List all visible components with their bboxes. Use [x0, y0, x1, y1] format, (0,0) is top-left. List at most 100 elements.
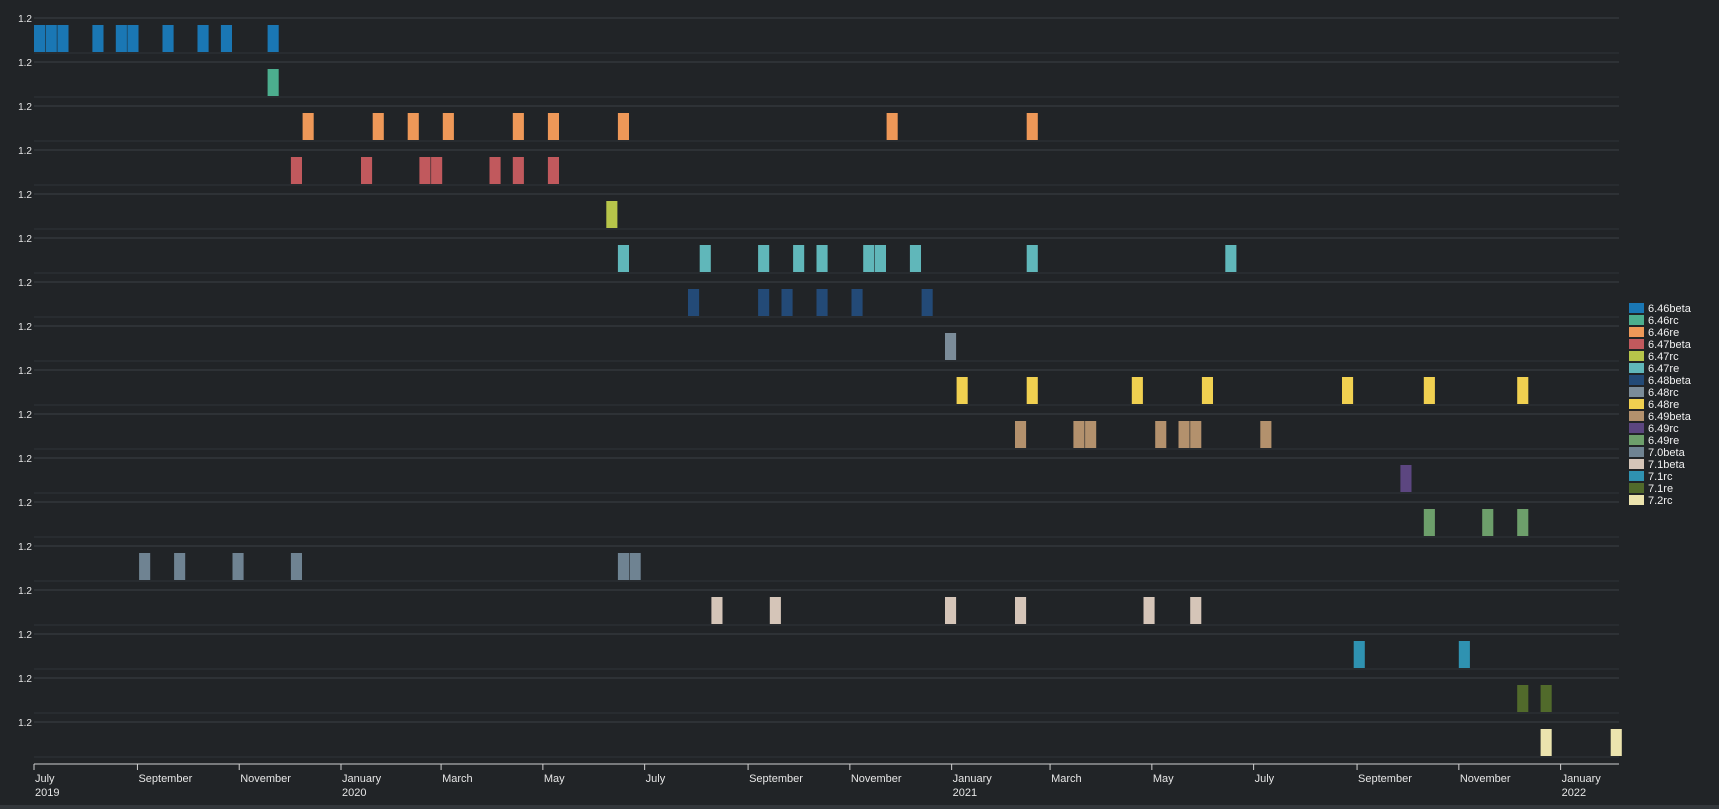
- bar-7.1beta[interactable]: [945, 597, 957, 624]
- bar-6.48rc[interactable]: [945, 333, 957, 360]
- bar-6.47re[interactable]: [1225, 245, 1237, 272]
- bar-6.48re[interactable]: [1201, 377, 1213, 404]
- bar-6.46re[interactable]: [886, 113, 898, 140]
- bar-6.48beta[interactable]: [781, 289, 793, 316]
- bar-6.49rc[interactable]: [1400, 465, 1412, 492]
- bar-6.48beta[interactable]: [816, 289, 828, 316]
- legend-swatch[interactable]: [1629, 351, 1644, 361]
- legend-label[interactable]: 6.47re: [1648, 363, 1679, 375]
- bar-7.2rc[interactable]: [1610, 729, 1622, 756]
- legend-swatch[interactable]: [1629, 399, 1644, 409]
- bar-6.48re[interactable]: [1517, 377, 1529, 404]
- bar-6.49beta[interactable]: [1178, 421, 1190, 448]
- bar-6.46re[interactable]: [302, 113, 314, 140]
- legend-swatch[interactable]: [1629, 363, 1644, 373]
- bar-6.46beta[interactable]: [127, 25, 139, 52]
- bar-6.47re[interactable]: [793, 245, 805, 272]
- bar-6.46re[interactable]: [617, 113, 629, 140]
- bar-6.49beta[interactable]: [1260, 421, 1272, 448]
- bar-6.49beta[interactable]: [1085, 421, 1097, 448]
- bar-6.49beta[interactable]: [1190, 421, 1202, 448]
- legend-swatch[interactable]: [1629, 447, 1644, 457]
- bar-6.46beta[interactable]: [92, 25, 104, 52]
- legend-label[interactable]: 6.49re: [1648, 435, 1679, 447]
- legend-swatch[interactable]: [1629, 315, 1644, 325]
- bar-6.47beta[interactable]: [547, 157, 559, 184]
- legend-swatch[interactable]: [1629, 303, 1644, 313]
- bar-6.47re[interactable]: [816, 245, 828, 272]
- bar-6.49beta[interactable]: [1015, 421, 1027, 448]
- bar-6.46beta[interactable]: [267, 25, 279, 52]
- bar-6.46beta[interactable]: [115, 25, 127, 52]
- legend-swatch[interactable]: [1629, 375, 1644, 385]
- bar-7.0beta[interactable]: [232, 553, 244, 580]
- bar-7.0beta[interactable]: [290, 553, 302, 580]
- bar-6.46beta[interactable]: [162, 25, 174, 52]
- bar-6.47re[interactable]: [874, 245, 886, 272]
- bar-6.48re[interactable]: [1342, 377, 1354, 404]
- legend-label[interactable]: 7.1beta: [1648, 459, 1686, 471]
- bar-6.47rc[interactable]: [606, 201, 618, 228]
- bar-6.47beta[interactable]: [419, 157, 431, 184]
- legend-label[interactable]: 6.49beta: [1648, 411, 1692, 423]
- legend-swatch[interactable]: [1629, 459, 1644, 469]
- bar-6.46beta[interactable]: [45, 25, 57, 52]
- bar-7.1beta[interactable]: [1143, 597, 1155, 624]
- bar-7.1beta[interactable]: [711, 597, 723, 624]
- bar-6.46re[interactable]: [512, 113, 524, 140]
- bar-6.47re[interactable]: [758, 245, 770, 272]
- bar-6.46rc[interactable]: [267, 69, 279, 96]
- legend-label[interactable]: 6.48re: [1648, 399, 1679, 411]
- bar-7.0beta[interactable]: [174, 553, 186, 580]
- legend-swatch[interactable]: [1629, 483, 1644, 493]
- legend-label[interactable]: 6.49rc: [1648, 423, 1679, 435]
- bar-6.46beta[interactable]: [197, 25, 209, 52]
- bar-6.49beta[interactable]: [1073, 421, 1085, 448]
- bar-6.49re[interactable]: [1423, 509, 1435, 536]
- legend-label[interactable]: 7.1re: [1648, 483, 1673, 495]
- bar-7.0beta[interactable]: [629, 553, 641, 580]
- bar-6.48re[interactable]: [1423, 377, 1435, 404]
- bar-7.2rc[interactable]: [1540, 729, 1552, 756]
- bar-6.48beta[interactable]: [851, 289, 863, 316]
- legend-label[interactable]: 6.47beta: [1648, 339, 1692, 351]
- legend-label[interactable]: 6.46re: [1648, 327, 1679, 339]
- legend-swatch[interactable]: [1629, 339, 1644, 349]
- bar-6.47re[interactable]: [909, 245, 921, 272]
- bar-6.47re[interactable]: [1026, 245, 1038, 272]
- bar-6.48beta[interactable]: [921, 289, 933, 316]
- legend-swatch[interactable]: [1629, 411, 1644, 421]
- bar-7.0beta[interactable]: [139, 553, 151, 580]
- bar-6.47beta[interactable]: [512, 157, 524, 184]
- bar-6.48re[interactable]: [956, 377, 968, 404]
- bar-6.46re[interactable]: [372, 113, 384, 140]
- bar-6.48beta[interactable]: [688, 289, 700, 316]
- bar-6.47beta[interactable]: [489, 157, 501, 184]
- legend-label[interactable]: 6.47rc: [1648, 351, 1679, 363]
- bar-6.46re[interactable]: [442, 113, 454, 140]
- bar-7.0beta[interactable]: [617, 553, 629, 580]
- legend-swatch[interactable]: [1629, 423, 1644, 433]
- bar-6.47beta[interactable]: [361, 157, 373, 184]
- legend-swatch[interactable]: [1629, 495, 1644, 505]
- bar-6.48beta[interactable]: [758, 289, 770, 316]
- legend-swatch[interactable]: [1629, 327, 1644, 337]
- bar-6.46re[interactable]: [1026, 113, 1038, 140]
- bar-6.49re[interactable]: [1482, 509, 1494, 536]
- bar-6.46beta[interactable]: [34, 25, 46, 52]
- bar-7.1rc[interactable]: [1353, 641, 1365, 668]
- bar-6.47re[interactable]: [863, 245, 875, 272]
- bar-7.1rc[interactable]: [1458, 641, 1470, 668]
- bar-6.47beta[interactable]: [290, 157, 302, 184]
- legend-label[interactable]: 7.0beta: [1648, 447, 1686, 459]
- bar-6.47re[interactable]: [699, 245, 711, 272]
- bar-6.48re[interactable]: [1131, 377, 1143, 404]
- legend-label[interactable]: 6.48rc: [1648, 387, 1679, 399]
- legend-label[interactable]: 7.1rc: [1648, 471, 1673, 483]
- bar-6.49re[interactable]: [1517, 509, 1529, 536]
- bar-6.46beta[interactable]: [57, 25, 69, 52]
- legend-label[interactable]: 6.48beta: [1648, 375, 1692, 387]
- bar-7.1beta[interactable]: [1015, 597, 1027, 624]
- bar-7.1beta[interactable]: [1190, 597, 1202, 624]
- bar-7.1beta[interactable]: [769, 597, 781, 624]
